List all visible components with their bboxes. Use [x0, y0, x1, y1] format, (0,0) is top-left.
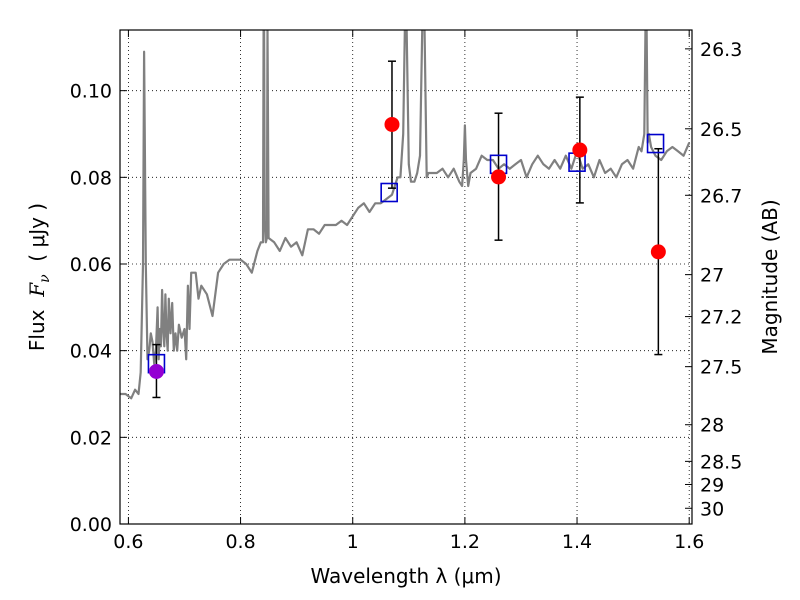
model-band-marker — [380, 182, 398, 203]
x-tick-label: 1 — [347, 531, 359, 553]
y2-tick-label: 27.5 — [700, 357, 742, 379]
observed-point — [572, 142, 588, 158]
x-tick-label: 0.8 — [225, 531, 255, 553]
model-spectrum-line — [120, 30, 691, 400]
y2-tick-label: 27.2 — [700, 307, 742, 329]
y-axis-title-symbol: F — [25, 282, 49, 298]
observed-point — [491, 169, 507, 185]
x-axis-title: Wavelength λ (μm) — [310, 564, 501, 588]
y2-tick-label: 28.5 — [700, 451, 742, 473]
y-axis-title-subscript: ν — [37, 274, 53, 283]
y2-tick-label: 27 — [700, 265, 724, 287]
y2-tick-label: 28 — [700, 415, 724, 437]
plot-area — [120, 30, 691, 400]
y-tick-label: 0.00 — [70, 514, 112, 536]
y2-tick-label: 26.7 — [700, 185, 742, 207]
y-tick-label: 0.08 — [70, 167, 112, 189]
series-layer — [120, 30, 691, 400]
y2-tick-label: 30 — [700, 498, 724, 520]
y-tick-label: 0.06 — [70, 254, 112, 276]
y-tick-label: 0.04 — [70, 341, 112, 363]
y-axis-title-unit: ( μJy ) — [25, 203, 49, 275]
model-band-marker — [646, 133, 665, 154]
y-axis-title-prefix: Flux — [25, 297, 49, 351]
y-tick-label: 0.10 — [70, 81, 112, 103]
y-tick-label: 0.02 — [70, 427, 112, 449]
y2-tick-label: 26.3 — [700, 39, 742, 61]
ticks: 0.6 0.8 1 1.2 1.4 1.6 0.00 0.02 0.04 0.06 0.08 0.10… — [70, 30, 742, 553]
x-tick-label: 1.4 — [562, 531, 592, 553]
x-tick-label: 0.6 — [113, 531, 143, 553]
y-axis-title: Flux Fν ( μJy ) — [25, 203, 53, 351]
observed-point — [650, 244, 666, 260]
observed-point — [148, 363, 164, 379]
y2-axis-title: Magnitude (AB) — [758, 199, 782, 354]
y2-tick-label: 26.5 — [700, 119, 742, 141]
y2-tick-label: 29 — [700, 474, 724, 496]
grid — [120, 30, 692, 525]
plot-frame — [119, 29, 693, 525]
x-tick-label: 1.2 — [450, 531, 480, 553]
x-tick-label: 1.6 — [674, 531, 704, 553]
observed-point — [384, 116, 400, 132]
